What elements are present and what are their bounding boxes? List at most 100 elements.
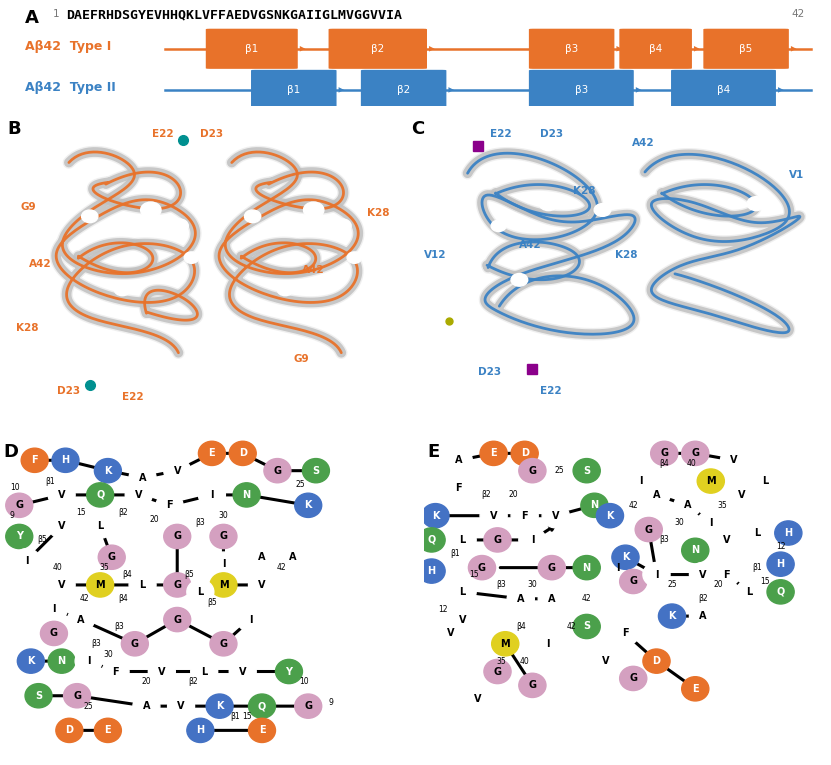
- Text: 12: 12: [776, 542, 785, 552]
- Circle shape: [681, 441, 709, 465]
- Text: DAEFRHDSGYEVHHQKLVFFAEDVGSNKGAIIGLMVGGVVIA: DAEFRHDSGYEVHHQKLVFFAEDVGSNKGAIIGLMVGGVV…: [66, 8, 402, 21]
- Text: B: B: [7, 119, 21, 138]
- Text: N: N: [583, 562, 591, 573]
- Circle shape: [534, 632, 562, 656]
- Circle shape: [491, 220, 506, 232]
- Text: β2: β2: [371, 44, 385, 54]
- Text: 35: 35: [717, 501, 727, 509]
- Circle shape: [17, 649, 44, 673]
- FancyBboxPatch shape: [671, 70, 776, 110]
- Circle shape: [295, 694, 322, 718]
- Circle shape: [191, 659, 218, 684]
- Circle shape: [264, 458, 291, 483]
- Text: 42: 42: [582, 594, 592, 604]
- Text: 20: 20: [150, 515, 159, 524]
- Text: β1: β1: [45, 477, 55, 486]
- Circle shape: [86, 514, 114, 539]
- Circle shape: [164, 573, 190, 597]
- Text: G: G: [304, 702, 312, 711]
- Text: A: A: [258, 552, 266, 562]
- Text: 9: 9: [9, 511, 14, 520]
- Text: C: C: [411, 119, 425, 138]
- Circle shape: [573, 458, 600, 483]
- Circle shape: [511, 503, 538, 528]
- Text: A: A: [143, 702, 150, 711]
- Text: M: M: [219, 580, 229, 590]
- Text: 25: 25: [555, 466, 564, 475]
- Circle shape: [184, 252, 199, 263]
- Text: 30: 30: [103, 649, 113, 659]
- Circle shape: [620, 666, 647, 691]
- Circle shape: [690, 604, 716, 628]
- Circle shape: [519, 673, 546, 698]
- FancyBboxPatch shape: [529, 70, 634, 110]
- Text: G: G: [173, 614, 181, 624]
- Text: V: V: [58, 580, 66, 590]
- Text: V: V: [135, 490, 142, 500]
- Text: β1: β1: [230, 712, 240, 721]
- Text: I: I: [222, 559, 225, 569]
- Text: 42: 42: [792, 8, 805, 18]
- Circle shape: [751, 469, 779, 493]
- Circle shape: [697, 510, 725, 535]
- Text: K28: K28: [573, 186, 596, 196]
- Text: A42: A42: [28, 259, 52, 269]
- Circle shape: [643, 562, 670, 587]
- Text: E: E: [692, 684, 699, 694]
- Circle shape: [122, 337, 139, 350]
- Text: 20: 20: [714, 581, 723, 590]
- Text: A: A: [25, 8, 39, 27]
- Circle shape: [114, 283, 130, 296]
- Text: β3: β3: [565, 44, 578, 54]
- Circle shape: [277, 283, 293, 296]
- Circle shape: [48, 573, 75, 597]
- Text: 15: 15: [242, 712, 252, 721]
- Text: E22: E22: [540, 386, 562, 396]
- Text: G: G: [645, 525, 652, 535]
- Text: H: H: [196, 725, 204, 735]
- Text: F: F: [32, 455, 38, 465]
- Text: L: L: [755, 528, 760, 538]
- Circle shape: [210, 524, 237, 549]
- Circle shape: [681, 677, 709, 701]
- Text: I: I: [616, 562, 619, 573]
- Text: D23: D23: [57, 386, 81, 396]
- Text: V: V: [459, 614, 466, 624]
- Text: A: A: [548, 594, 556, 604]
- Text: E: E: [209, 448, 215, 458]
- Text: I: I: [546, 639, 549, 649]
- Circle shape: [140, 202, 161, 218]
- Circle shape: [465, 687, 492, 711]
- Text: β3: β3: [575, 85, 588, 95]
- Text: L: L: [97, 521, 103, 531]
- Circle shape: [75, 649, 102, 673]
- Text: G: G: [478, 562, 486, 573]
- Text: L: L: [746, 587, 753, 597]
- Text: F: F: [166, 500, 173, 510]
- Text: D: D: [652, 656, 661, 666]
- Circle shape: [538, 555, 565, 580]
- Text: G: G: [219, 639, 228, 649]
- Circle shape: [484, 659, 511, 684]
- Circle shape: [767, 580, 794, 604]
- Text: V: V: [738, 490, 745, 500]
- Text: G: G: [661, 448, 668, 458]
- Text: V: V: [58, 490, 66, 500]
- Text: β5: β5: [37, 536, 47, 545]
- Circle shape: [285, 337, 302, 350]
- Text: D23: D23: [478, 367, 501, 377]
- Text: L: L: [460, 587, 465, 597]
- Text: β2: β2: [397, 85, 411, 95]
- Text: G: G: [494, 666, 501, 676]
- Circle shape: [519, 528, 546, 552]
- Circle shape: [237, 607, 264, 632]
- Circle shape: [25, 684, 52, 708]
- Circle shape: [449, 528, 476, 552]
- Circle shape: [620, 569, 647, 594]
- Text: V: V: [475, 694, 482, 705]
- Text: D: D: [521, 448, 529, 458]
- Circle shape: [302, 458, 329, 483]
- Text: V: V: [239, 666, 247, 676]
- Text: I: I: [531, 535, 534, 545]
- Circle shape: [681, 539, 709, 562]
